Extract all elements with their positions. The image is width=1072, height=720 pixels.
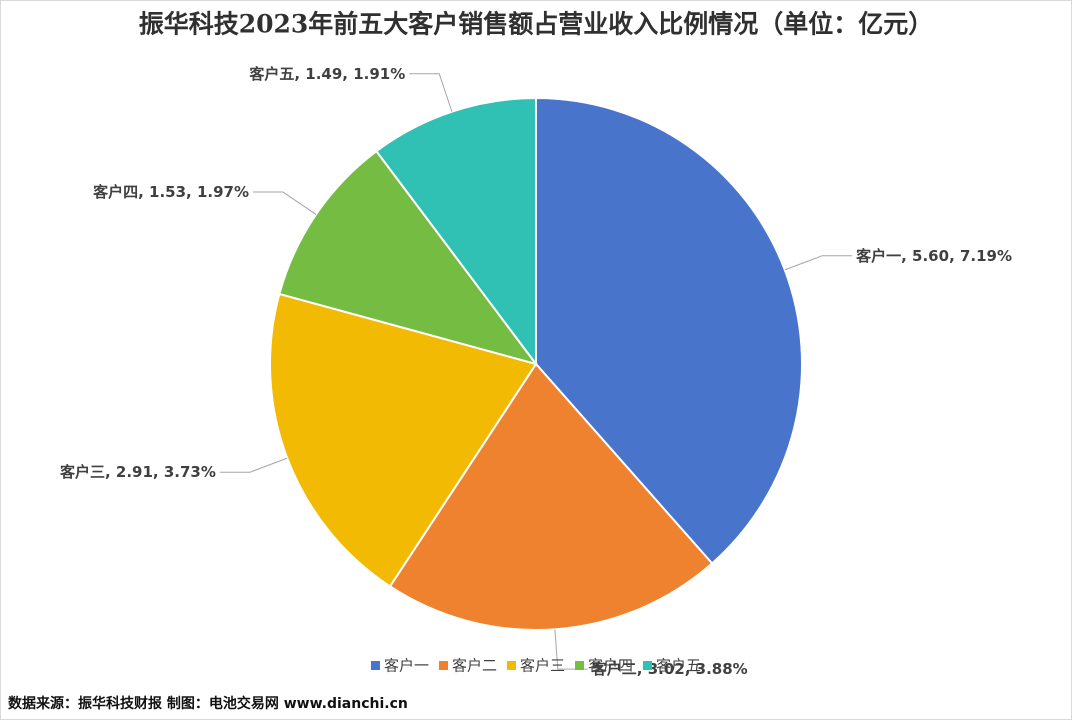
source-note: 数据来源：振华科技财报 制图：电池交易网 www.dianchi.cn	[8, 695, 408, 712]
legend-swatch	[370, 661, 380, 670]
data-label-part: 5.60	[912, 246, 949, 264]
data-label-part: ,	[186, 183, 197, 201]
legend-swatch	[643, 661, 653, 670]
data-label-part: 1.49	[305, 64, 342, 82]
data-label: 客户二, 3.02, 3.88%	[591, 660, 748, 678]
legend-swatch	[438, 661, 448, 670]
chart-title: 振华科技2023年前五大客户销售额占营业收入比例情况（单位：亿元）	[139, 10, 934, 39]
data-label-part: ,	[294, 64, 305, 82]
data-label-part: 3.88%	[696, 660, 748, 678]
pie-slice	[278, 149, 539, 366]
leader-line	[219, 457, 288, 473]
legend-label: 客户五	[656, 657, 701, 675]
data-label-part: ,	[637, 660, 648, 678]
data-label: 客户一, 5.60, 7.19%	[855, 246, 1012, 264]
data-label-part: ,	[901, 246, 912, 264]
legend-swatch	[575, 661, 585, 670]
legend-label: 客户三	[520, 657, 565, 675]
leader-line	[784, 255, 853, 271]
legend-label: 客户四	[588, 657, 633, 675]
data-label-part: 7.19%	[960, 246, 1012, 264]
data-label-part: ,	[949, 246, 960, 264]
data-label-part: 客户五	[248, 64, 294, 82]
data-label-part: 客户三	[59, 463, 105, 481]
data-label: 客户四, 1.53, 1.97%	[92, 183, 249, 201]
data-label-part: 3.02	[648, 660, 685, 678]
data-label-part: 3.73%	[164, 463, 216, 481]
data-label-part: 客户四	[92, 183, 138, 201]
data-label: 客户三, 2.91, 3.73%	[59, 463, 216, 481]
legend-label: 客户一	[384, 657, 429, 675]
data-label: 客户五, 1.49, 1.91%	[248, 64, 405, 82]
data-label-part: ,	[685, 660, 696, 678]
data-label-part: ,	[153, 463, 164, 481]
data-label-part: 客户二	[591, 660, 637, 678]
legend-label: 客户二	[452, 657, 497, 675]
data-label-part: 1.53	[149, 183, 186, 201]
data-label-part: 1.97%	[197, 183, 249, 201]
data-label-part: ,	[138, 183, 149, 201]
pie-slice	[375, 96, 537, 368]
leader-line	[409, 73, 453, 112]
data-label-part: ,	[105, 463, 116, 481]
pie-slice	[269, 292, 538, 588]
data-label-part: 客户一	[855, 246, 901, 264]
data-label-part: 2.91	[116, 463, 153, 481]
leader-line	[253, 191, 317, 215]
data-label-part: 1.91%	[353, 64, 405, 82]
legend: 客户一 客户二 客户三 客户四 客户五	[370, 657, 701, 675]
legend-swatch	[506, 661, 516, 670]
data-label-part: ,	[342, 64, 353, 82]
